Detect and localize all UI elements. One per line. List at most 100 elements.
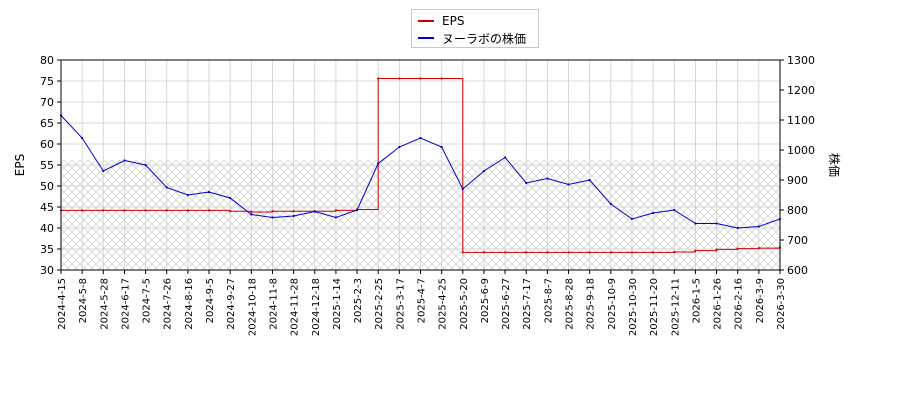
y-tick-label-right: 800 xyxy=(787,204,808,217)
y-tick-label-right: 900 xyxy=(787,174,808,187)
x-tick-label: 2025-6-27 xyxy=(501,278,512,330)
x-tick-label: 2025-11-20 xyxy=(649,278,660,336)
x-tick-label: 2024-7-26 xyxy=(163,278,174,330)
x-tick-label: 2026-2-16 xyxy=(734,278,745,330)
data-point-price xyxy=(757,225,760,228)
legend-label-price: ヌーラボの株価 xyxy=(442,31,527,46)
x-tick-label: 2025-8-28 xyxy=(565,278,576,330)
data-point-price xyxy=(377,162,380,165)
data-point-eps xyxy=(186,209,189,212)
x-tick-label: 2025-4-25 xyxy=(438,278,449,330)
x-tick-label: 2025-12-11 xyxy=(670,278,681,336)
data-point-eps xyxy=(673,250,676,254)
x-tick-label: 2025-6-9 xyxy=(480,278,491,323)
data-point-eps xyxy=(652,251,655,254)
data-point-eps xyxy=(609,251,612,254)
x-tick-label: 2025-4-7 xyxy=(417,278,428,323)
data-point-eps xyxy=(207,209,211,212)
y-axis-label-left: EPS xyxy=(13,154,27,176)
data-point-eps xyxy=(440,77,443,80)
data-point-price xyxy=(715,222,718,225)
data-point-price xyxy=(292,214,295,218)
data-point-eps xyxy=(567,251,570,254)
x-tick-label: 2025-2-3 xyxy=(353,278,364,323)
data-point-price xyxy=(694,222,697,225)
x-tick-label: 2025-1-14 xyxy=(332,278,343,330)
data-point-price xyxy=(546,177,549,180)
data-point-price xyxy=(334,216,338,219)
y-tick-label-right: 1000 xyxy=(787,144,815,157)
x-tick-label: 2025-10-9 xyxy=(607,278,618,330)
data-point-eps xyxy=(81,209,84,212)
y-tick-label-right: 1100 xyxy=(787,114,815,127)
data-point-eps xyxy=(757,247,760,250)
x-tick-label: 2024-11-8 xyxy=(268,278,279,330)
data-point-price xyxy=(144,163,147,167)
y-tick-label-left: 75 xyxy=(40,75,54,88)
legend-item-price: ヌーラボの株価 xyxy=(418,30,526,46)
x-tick-label: 2024-10-18 xyxy=(247,278,258,336)
data-point-eps xyxy=(503,251,507,254)
y-tick-label-left: 30 xyxy=(40,264,54,277)
x-tick-label: 2025-8-7 xyxy=(543,278,554,323)
data-point-price xyxy=(419,136,422,140)
x-tick-label: 2024-4-15 xyxy=(57,278,68,330)
data-point-price xyxy=(355,208,359,212)
x-tick-label: 2024-6-17 xyxy=(120,278,131,330)
data-point-eps xyxy=(102,209,105,212)
data-point-eps xyxy=(250,210,253,214)
y-tick-label-left: 55 xyxy=(40,159,54,172)
data-point-eps xyxy=(165,209,168,212)
data-point-eps xyxy=(398,77,401,80)
y-tick-label-left: 40 xyxy=(40,222,54,235)
data-point-price xyxy=(271,216,274,219)
data-point-price xyxy=(652,211,655,215)
data-point-eps xyxy=(461,251,464,254)
y-tick-label-right: 700 xyxy=(787,234,808,247)
data-point-eps xyxy=(630,251,634,254)
y-tick-label-left: 45 xyxy=(40,201,54,214)
y-tick-label-left: 35 xyxy=(40,243,54,256)
data-point-eps xyxy=(525,251,528,254)
ticks-layer: 30 35 40 45 50 55 60 65 70 75 80 600 700 800 900 1000 11… xyxy=(40,54,815,336)
x-tick-label: 2024-5-8 xyxy=(78,278,89,323)
data-point-price xyxy=(313,210,316,213)
y-tick-label-left: 80 xyxy=(40,54,54,67)
data-point-eps xyxy=(271,210,274,213)
data-point-eps xyxy=(736,247,739,250)
data-point-price xyxy=(165,186,168,189)
data-point-price xyxy=(503,156,507,159)
x-tick-label: 2024-9-27 xyxy=(226,278,237,330)
data-point-price xyxy=(81,136,84,140)
data-point-eps xyxy=(546,251,549,254)
data-point-eps xyxy=(419,77,422,80)
x-tick-label: 2025-7-17 xyxy=(522,278,533,330)
data-point-price xyxy=(102,169,105,173)
y-tick-label-right: 1200 xyxy=(787,84,815,97)
y-tick-label-left: 60 xyxy=(40,138,54,151)
data-point-price xyxy=(229,196,232,200)
data-point-price xyxy=(186,193,189,197)
x-tick-label: 2026-3-30 xyxy=(776,278,787,330)
legend: EPS ヌーラボの株価 xyxy=(411,9,539,48)
series-layer xyxy=(59,77,782,254)
y-tick-label-right: 1300 xyxy=(787,54,815,67)
y-tick-label-left: 70 xyxy=(40,96,54,109)
data-point-eps xyxy=(144,209,147,212)
x-tick-label: 2025-5-20 xyxy=(459,278,470,330)
legend-swatch-price xyxy=(418,37,434,39)
grid-lines xyxy=(60,59,781,271)
data-point-eps xyxy=(715,248,718,251)
data-point-eps xyxy=(694,249,697,252)
data-point-price xyxy=(673,208,676,212)
legend-item-eps: EPS xyxy=(418,13,464,29)
data-point-eps xyxy=(482,251,486,254)
data-point-price xyxy=(440,145,443,149)
x-tick-label: 2025-9-18 xyxy=(586,278,597,330)
data-point-eps xyxy=(123,209,126,212)
data-point-price xyxy=(123,159,126,162)
data-point-price xyxy=(482,169,486,173)
y-tick-label-right: 600 xyxy=(787,264,808,277)
